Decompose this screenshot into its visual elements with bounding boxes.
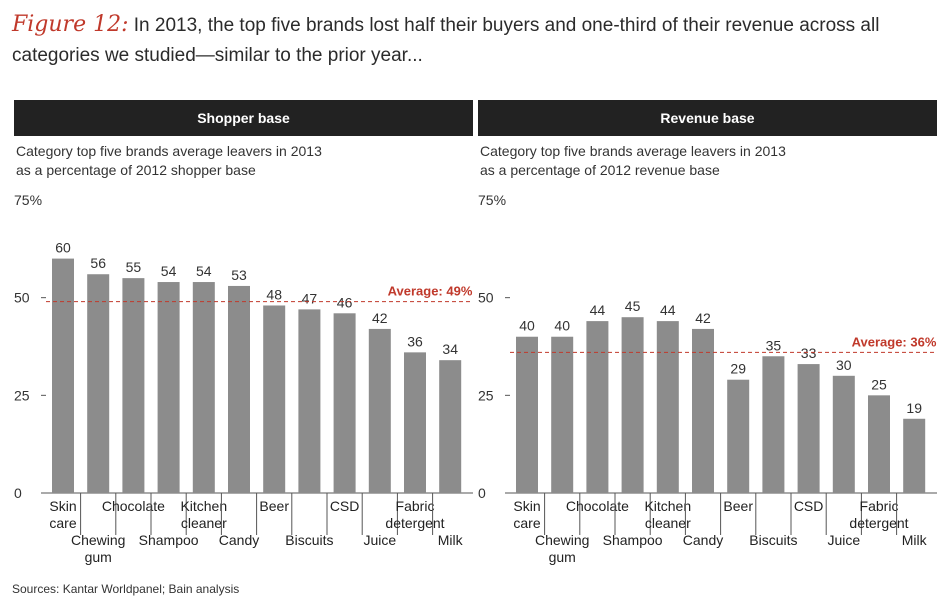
category-label: Chocolate [566,498,629,514]
bar-value-label: 19 [906,400,922,416]
category-label: Shampoo [603,532,663,548]
shopper-base-panel: Shopper base Category top five brands av… [14,100,473,570]
category-label: Chewing gum [71,532,125,565]
category-label: Biscuits [285,532,333,548]
bar-value-label: 54 [196,263,212,279]
bar [122,278,145,493]
category-label: Milk [438,532,464,548]
y-tick-label: 75% [478,192,506,208]
bar-value-label: 60 [55,240,71,256]
bar [727,379,750,493]
category-label: Skin care [49,498,76,531]
bar-value-label: 46 [337,294,353,310]
bar-value-label: 40 [519,318,535,334]
bar [797,364,820,493]
y-tick-label: 0 [14,485,22,501]
category-label: Shampoo [139,532,199,548]
category-label: Fabric detergent [849,498,908,531]
shopper-base-chart: 0 25 50 75% 60 56 55 54 54 53 48 47 46 42 36 34 Average:… [14,192,473,565]
bar-value-label: 30 [836,357,852,373]
bar-value-label: 45 [625,298,641,314]
bar [692,328,714,493]
bar [832,375,855,493]
subtitle-line-1: Category top five brands average leavers… [480,143,786,159]
bar-value-label: 55 [126,259,142,275]
bar [621,317,644,493]
bar [404,352,426,493]
category-label: Chewing gum [535,532,589,565]
source-note: Sources: Kantar Worldpanel; Bain analysi… [12,582,240,596]
bar [551,336,574,493]
panel-subtitle: Category top five brands average leavers… [16,142,322,180]
category-label: Biscuits [749,532,797,548]
category-label: Candy [219,532,259,548]
panel-header: Shopper base [14,100,473,136]
bar-value-label: 25 [871,376,887,392]
bar-value-label: 34 [442,341,458,357]
bar [333,313,356,493]
panel-header: Revenue base [478,100,937,136]
bar [87,274,110,493]
average-label: Average: 36% [852,334,937,349]
bar [439,360,462,493]
bar [903,418,926,493]
y-tick-label: 25 [478,387,494,403]
category-label: Juice [363,532,396,548]
bar [656,321,679,493]
category-label: Chocolate [102,498,165,514]
bar-value-label: 53 [231,267,247,283]
average-label: Average: 49% [388,284,473,299]
bar [368,328,391,493]
bar [157,282,180,493]
bar-value-label: 56 [90,255,106,271]
bar-value-label: 29 [730,361,746,377]
category-label: Candy [683,532,723,548]
bar [228,285,250,493]
category-label: Beer [723,498,753,514]
bar [263,305,286,493]
bar-value-label: 54 [161,263,177,279]
bar [868,395,890,493]
subtitle-line-2: as a percentage of 2012 revenue base [480,162,720,178]
subtitle-line-2: as a percentage of 2012 shopper base [16,162,256,178]
bar-value-label: 47 [302,290,318,306]
y-tick-label: 75% [14,192,42,208]
panel-subtitle: Category top five brands average leavers… [480,142,786,180]
figure-label: Figure 12: [12,12,129,37]
bar-value-label: 35 [766,337,782,353]
category-label: Juice [827,532,860,548]
category-label: Milk [902,532,928,548]
y-tick-label: 25 [14,387,30,403]
bar [192,282,215,493]
bar-value-label: 42 [695,310,711,326]
bar-value-label: 44 [660,302,676,318]
y-tick-label: 0 [478,485,486,501]
category-label: Kitchen cleaner [644,498,691,531]
y-tick-label: 50 [478,290,494,306]
bar [762,356,785,493]
category-label: Skin care [513,498,540,531]
figure-title-text: In 2013, the top five brands lost half t… [12,15,880,66]
y-tick-label: 50 [14,290,30,306]
bar [52,258,74,493]
bar-value-label: 36 [407,333,423,349]
bar-value-label: 40 [554,318,570,334]
category-label: Kitchen cleaner [180,498,227,531]
category-label: CSD [330,498,360,514]
category-label: Fabric detergent [385,498,444,531]
bar-value-label: 33 [801,345,817,361]
bar [586,321,609,493]
bar-value-label: 42 [372,310,388,326]
category-label: Beer [259,498,289,514]
revenue-base-chart: 0 25 50 75% 40 40 44 45 44 42 29 35 33 30 25 19 Average:… [478,192,937,565]
category-label: CSD [794,498,824,514]
bar [516,336,538,493]
figure-title: Figure 12: In 2013, the top five brands … [12,10,942,71]
bar-value-label: 44 [590,302,606,318]
bar-value-label: 48 [266,286,282,302]
subtitle-line-1: Category top five brands average leavers… [16,143,322,159]
bar [298,309,321,493]
revenue-base-panel: Revenue base Category top five brands av… [478,100,937,570]
